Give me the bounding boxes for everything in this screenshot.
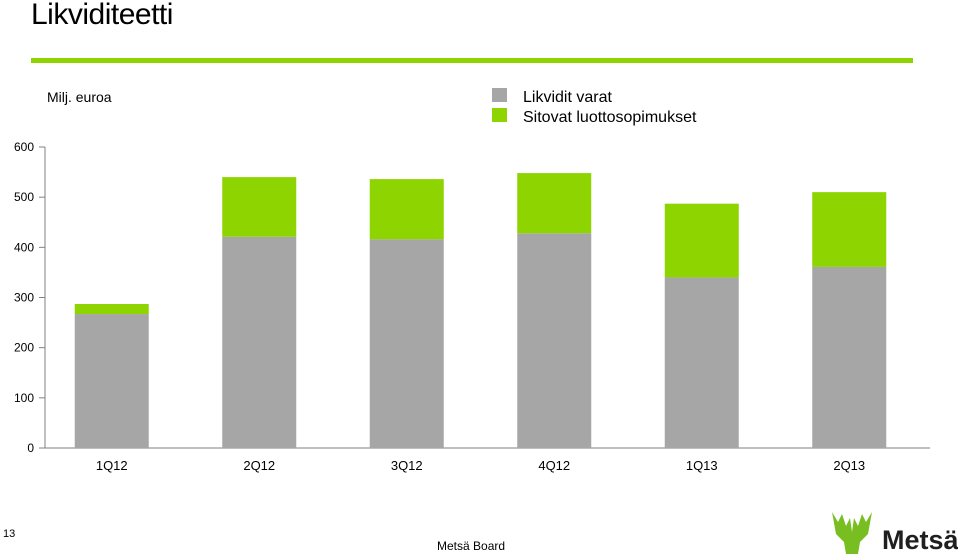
stacked-bar-chart: 0 100 200 300 400 500 600 1Q12 2Q12 3Q12 4Q12 1Q13 2…	[14, 88, 930, 473]
y-tick-label: 100	[14, 391, 34, 405]
legend-label: Likvidit varat	[523, 89, 612, 106]
page-number: 13	[3, 528, 16, 540]
bar-likvidit-varat	[222, 236, 297, 448]
bar-likvidit-varat	[74, 314, 149, 448]
bar-sitovat-luottosopimukset	[664, 203, 739, 278]
moose-antlers-icon	[832, 512, 872, 554]
y-tick-label: 500	[14, 190, 34, 204]
bar-likvidit-varat	[812, 266, 887, 448]
bar-sitovat-luottosopimukset	[812, 192, 887, 267]
x-tick-label: 1Q13	[686, 458, 718, 473]
y-tick-label: 200	[14, 341, 34, 355]
bar-sitovat-luottosopimukset	[517, 173, 592, 234]
legend-swatch	[492, 108, 507, 122]
bar-likvidit-varat	[517, 233, 592, 448]
x-tick-label: 2Q13	[833, 458, 865, 473]
title-rule	[31, 58, 913, 63]
logo-wordmark: Metsä	[882, 525, 958, 555]
y-tick-label: 0	[27, 441, 34, 455]
legend-swatch	[492, 88, 507, 102]
x-tick-label: 2Q12	[243, 458, 275, 473]
bar-sitovat-luottosopimukset	[369, 179, 444, 240]
y-tick-label: 600	[14, 140, 34, 154]
y-tick-label: 300	[14, 291, 34, 305]
footer-company-name: Metsä Board	[437, 539, 506, 553]
y-unit-label: Milj. euroa	[47, 89, 112, 105]
bar-likvidit-varat	[369, 239, 444, 448]
bar-sitovat-luottosopimukset	[222, 177, 297, 237]
y-tick-label: 400	[14, 240, 34, 254]
legend-label: Sitovat luottosopimukset	[523, 109, 697, 126]
bar-likvidit-varat	[664, 277, 739, 448]
x-tick-label: 3Q12	[391, 458, 423, 473]
slide-title: Likviditeetti	[31, 0, 173, 31]
x-tick-label: 1Q12	[96, 458, 128, 473]
x-tick-label: 4Q12	[538, 458, 570, 473]
bar-sitovat-luottosopimukset	[74, 304, 149, 315]
metsa-logo: Metsä	[832, 512, 958, 555]
